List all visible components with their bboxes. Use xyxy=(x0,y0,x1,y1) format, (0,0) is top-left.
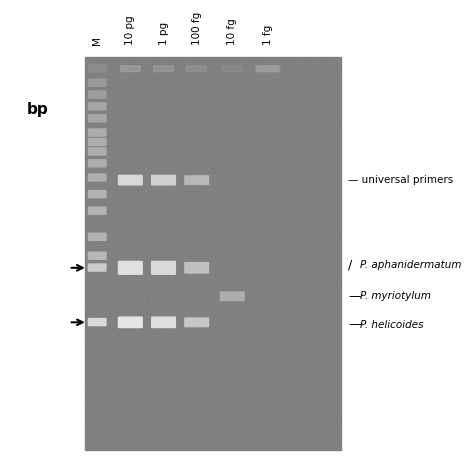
FancyBboxPatch shape xyxy=(154,66,173,72)
Text: —: — xyxy=(348,290,361,303)
FancyBboxPatch shape xyxy=(88,115,106,122)
FancyBboxPatch shape xyxy=(258,66,278,72)
Text: 1 fg: 1 fg xyxy=(263,25,273,45)
FancyBboxPatch shape xyxy=(88,252,106,259)
FancyBboxPatch shape xyxy=(222,66,242,72)
FancyBboxPatch shape xyxy=(88,264,106,271)
Text: P. myriotylum: P. myriotylum xyxy=(360,291,431,301)
Text: /: / xyxy=(348,259,353,272)
Text: 100 fg: 100 fg xyxy=(191,12,202,45)
Bar xyxy=(85,57,341,450)
FancyBboxPatch shape xyxy=(152,317,175,328)
FancyBboxPatch shape xyxy=(88,103,106,110)
Text: P. aphanidermatum: P. aphanidermatum xyxy=(360,260,462,271)
Text: P. helicoides: P. helicoides xyxy=(360,319,424,330)
FancyBboxPatch shape xyxy=(88,160,106,167)
FancyBboxPatch shape xyxy=(88,148,106,155)
FancyBboxPatch shape xyxy=(152,175,175,185)
FancyBboxPatch shape xyxy=(256,66,280,72)
FancyBboxPatch shape xyxy=(220,292,244,301)
FancyBboxPatch shape xyxy=(88,233,106,240)
FancyBboxPatch shape xyxy=(88,129,106,136)
FancyBboxPatch shape xyxy=(185,176,209,184)
FancyBboxPatch shape xyxy=(152,262,175,274)
Text: 10 fg: 10 fg xyxy=(227,18,237,45)
FancyBboxPatch shape xyxy=(185,318,209,327)
Text: —: — xyxy=(348,318,361,331)
FancyBboxPatch shape xyxy=(88,65,106,72)
FancyBboxPatch shape xyxy=(88,91,106,98)
FancyBboxPatch shape xyxy=(120,66,140,72)
FancyBboxPatch shape xyxy=(118,317,142,328)
Text: 10 pg: 10 pg xyxy=(125,15,136,45)
FancyBboxPatch shape xyxy=(88,174,106,181)
Text: M: M xyxy=(92,36,102,45)
FancyBboxPatch shape xyxy=(88,191,106,198)
FancyBboxPatch shape xyxy=(88,79,106,86)
Text: — universal primers: — universal primers xyxy=(348,175,454,185)
FancyBboxPatch shape xyxy=(88,207,106,214)
FancyBboxPatch shape xyxy=(88,138,106,146)
FancyBboxPatch shape xyxy=(187,66,207,72)
FancyBboxPatch shape xyxy=(88,319,106,326)
Text: bp: bp xyxy=(27,101,49,117)
FancyBboxPatch shape xyxy=(185,263,209,273)
Text: 1 pg: 1 pg xyxy=(158,22,169,45)
FancyBboxPatch shape xyxy=(118,175,142,185)
FancyBboxPatch shape xyxy=(118,262,142,274)
